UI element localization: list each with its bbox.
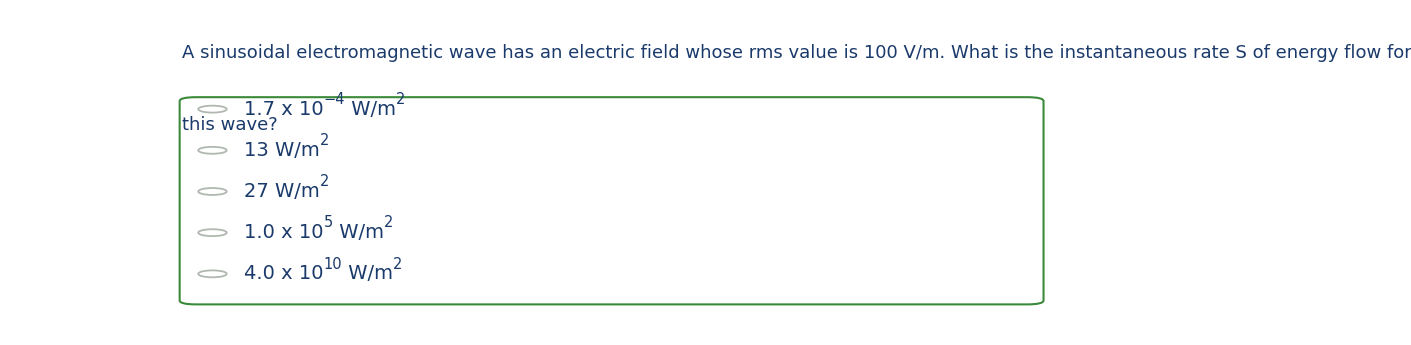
Text: 27 W/m: 27 W/m xyxy=(244,182,320,201)
Circle shape xyxy=(198,147,227,154)
Text: 2: 2 xyxy=(394,257,402,272)
Text: 1.0 x 10: 1.0 x 10 xyxy=(244,223,323,242)
Text: 2: 2 xyxy=(320,133,329,148)
Circle shape xyxy=(198,270,227,277)
Text: 5: 5 xyxy=(323,215,333,230)
Text: A sinusoidal electromagnetic wave has an electric field whose rms value is 100 V: A sinusoidal electromagnetic wave has an… xyxy=(182,44,1411,62)
Text: W/m: W/m xyxy=(346,100,396,119)
Text: 13 W/m: 13 W/m xyxy=(244,141,320,160)
Circle shape xyxy=(198,188,227,195)
Circle shape xyxy=(198,229,227,236)
Text: 2: 2 xyxy=(320,174,329,189)
Text: 10: 10 xyxy=(323,257,343,272)
Text: W/m: W/m xyxy=(333,223,384,242)
Circle shape xyxy=(198,106,227,112)
Text: 2: 2 xyxy=(396,92,406,107)
Text: −4: −4 xyxy=(323,92,346,107)
Text: 2: 2 xyxy=(384,215,394,230)
FancyBboxPatch shape xyxy=(179,97,1044,304)
Text: this wave?: this wave? xyxy=(182,116,278,134)
Text: W/m: W/m xyxy=(343,264,394,283)
Text: 1.7 x 10: 1.7 x 10 xyxy=(244,100,323,119)
Text: 4.0 x 10: 4.0 x 10 xyxy=(244,264,323,283)
